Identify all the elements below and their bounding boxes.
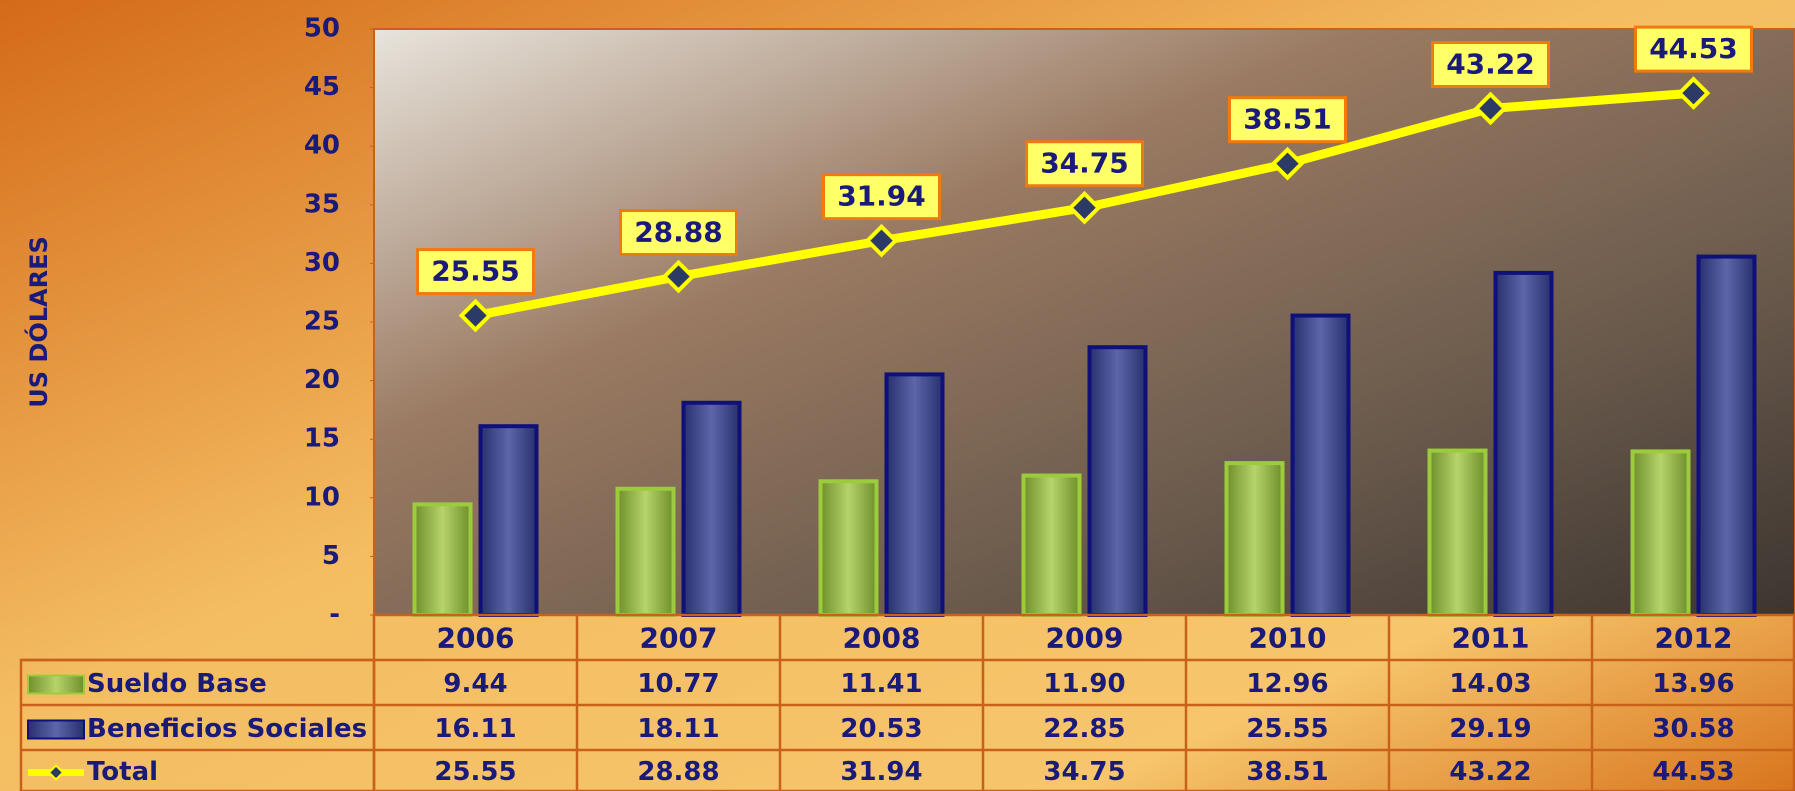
table-cell: 12.96 bbox=[1246, 669, 1328, 699]
data-label-box bbox=[416, 248, 535, 296]
data-label: 34.75 bbox=[1040, 147, 1129, 180]
legend-label: Beneficios Sociales bbox=[87, 714, 367, 744]
bar bbox=[1290, 313, 1351, 617]
bar bbox=[412, 502, 473, 617]
table-cell: 10.77 bbox=[637, 669, 719, 699]
x-tick-label: 2011 bbox=[1452, 622, 1530, 655]
table-cell: 29.19 bbox=[1449, 714, 1531, 744]
x-tick-label: 2006 bbox=[437, 622, 515, 655]
bar bbox=[1087, 345, 1148, 617]
y-axis-label: US DÓLARES bbox=[23, 236, 53, 407]
legend-swatch bbox=[47, 764, 65, 781]
data-label-box bbox=[1634, 25, 1753, 73]
table-cell: 22.85 bbox=[1043, 714, 1125, 744]
data-label-box bbox=[822, 173, 941, 221]
data-label: 28.88 bbox=[634, 216, 723, 249]
data-label: 25.55 bbox=[431, 255, 520, 288]
bar bbox=[1493, 270, 1554, 617]
y-tick-label: 10 bbox=[304, 482, 340, 512]
line-marker bbox=[1270, 146, 1305, 181]
bar bbox=[1021, 473, 1082, 618]
line-marker bbox=[1067, 190, 1102, 225]
table-cell: 44.53 bbox=[1652, 757, 1734, 787]
y-tick-label: 30 bbox=[304, 248, 340, 278]
y-tick-label: 50 bbox=[304, 14, 340, 44]
y-tick-label: 40 bbox=[304, 131, 340, 161]
bar bbox=[681, 400, 742, 617]
table-cell: 16.11 bbox=[434, 714, 516, 744]
table-cell: 11.41 bbox=[840, 669, 922, 699]
y-tick-label: 25 bbox=[304, 307, 340, 337]
table-cell: 25.55 bbox=[434, 757, 516, 787]
line-marker bbox=[458, 298, 493, 333]
table-cell: 25.55 bbox=[1246, 714, 1328, 744]
data-label: 38.51 bbox=[1243, 103, 1332, 136]
data-label-box bbox=[1431, 40, 1550, 88]
table-cell: 20.53 bbox=[840, 714, 922, 744]
bar bbox=[1427, 448, 1488, 617]
legend-swatch bbox=[27, 719, 85, 740]
x-tick-label: 2012 bbox=[1655, 622, 1733, 655]
y-tick-label: 20 bbox=[304, 365, 340, 395]
bar bbox=[615, 486, 676, 618]
table-cell: 34.75 bbox=[1043, 757, 1125, 787]
data-label: 44.53 bbox=[1649, 32, 1738, 65]
table-cell: 11.90 bbox=[1043, 669, 1125, 699]
table-cell: 38.51 bbox=[1246, 757, 1328, 787]
legend-label: Sueldo Base bbox=[87, 669, 267, 699]
bar bbox=[1224, 461, 1285, 617]
line-marker bbox=[1676, 76, 1711, 110]
table-cell: 28.88 bbox=[637, 757, 719, 787]
y-tick-label: 15 bbox=[304, 424, 340, 454]
legend-swatch bbox=[27, 674, 85, 695]
y-tick-label: 35 bbox=[304, 189, 340, 219]
bar bbox=[478, 424, 539, 617]
line-marker bbox=[661, 259, 696, 294]
y-tick-label: - bbox=[329, 600, 340, 630]
line-marker bbox=[1473, 91, 1508, 126]
bar bbox=[1630, 449, 1691, 617]
plot-area bbox=[373, 28, 1795, 616]
data-label-box bbox=[1025, 140, 1144, 188]
table-cell: 13.96 bbox=[1652, 669, 1734, 699]
table-cell: 9.44 bbox=[443, 669, 507, 699]
data-label-box bbox=[619, 209, 738, 257]
y-tick-label: 5 bbox=[322, 541, 340, 571]
bar bbox=[818, 479, 879, 618]
table-cell: 30.58 bbox=[1652, 714, 1734, 744]
data-label: 43.22 bbox=[1446, 47, 1535, 80]
legend-label: Total bbox=[87, 757, 158, 787]
y-tick-label: 45 bbox=[304, 72, 340, 102]
x-tick-label: 2009 bbox=[1046, 622, 1124, 655]
data-label: 31.94 bbox=[837, 180, 926, 213]
x-tick-label: 2008 bbox=[843, 622, 921, 655]
x-tick-label: 2010 bbox=[1249, 622, 1327, 655]
x-tick-label: 2007 bbox=[640, 622, 718, 655]
line-marker bbox=[864, 223, 899, 258]
data-label-box bbox=[1228, 96, 1347, 144]
bar bbox=[884, 372, 945, 617]
bar bbox=[1696, 254, 1757, 617]
table-cell: 31.94 bbox=[840, 757, 922, 787]
table-cell: 18.11 bbox=[637, 714, 719, 744]
table-cell: 14.03 bbox=[1449, 669, 1531, 699]
table-cell: 43.22 bbox=[1449, 757, 1531, 787]
